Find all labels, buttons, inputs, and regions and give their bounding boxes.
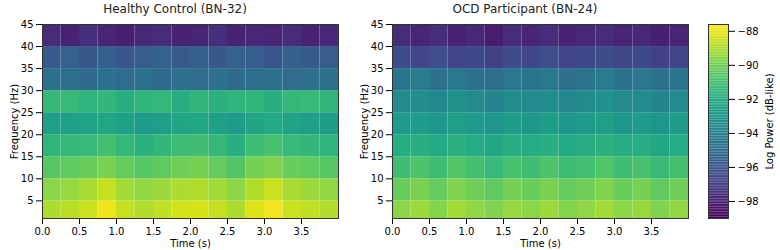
svg-text:20: 20 <box>21 129 34 140</box>
svg-text:5: 5 <box>377 195 383 206</box>
svg-text:3.5: 3.5 <box>294 226 310 237</box>
svg-text:2.0: 2.0 <box>533 226 549 237</box>
svg-text:0.5: 0.5 <box>422 226 438 237</box>
svg-text:10: 10 <box>21 173 34 184</box>
svg-text:45: 45 <box>21 19 34 30</box>
svg-text:3.0: 3.0 <box>257 226 273 237</box>
svg-text:−96: −96 <box>738 162 759 173</box>
svg-text:1.0: 1.0 <box>109 226 125 237</box>
svg-text:0.5: 0.5 <box>72 226 88 237</box>
svg-text:1.5: 1.5 <box>496 226 512 237</box>
svg-text:10: 10 <box>371 173 384 184</box>
svg-text:20: 20 <box>371 129 384 140</box>
svg-text:25: 25 <box>371 107 384 118</box>
svg-text:30: 30 <box>371 85 384 96</box>
svg-text:Time (s): Time (s) <box>519 238 561 249</box>
svg-text:−88: −88 <box>738 26 759 37</box>
svg-text:3.0: 3.0 <box>607 226 623 237</box>
svg-text:2.5: 2.5 <box>570 226 586 237</box>
svg-text:Frequency (Hz): Frequency (Hz) <box>9 84 20 160</box>
svg-text:1.5: 1.5 <box>146 226 162 237</box>
svg-text:Log Power (dB-like): Log Power (dB-like) <box>764 73 775 169</box>
svg-text:2.5: 2.5 <box>220 226 236 237</box>
svg-text:35: 35 <box>371 63 384 74</box>
svg-text:40: 40 <box>371 41 384 52</box>
svg-text:35: 35 <box>21 63 34 74</box>
svg-text:30: 30 <box>21 85 34 96</box>
svg-text:0.0: 0.0 <box>385 226 401 237</box>
svg-text:2.0: 2.0 <box>183 226 199 237</box>
html-text:Healthy Control (BN-32): Healthy Control (BN-32) <box>103 2 247 16</box>
html-text:OCD Participant (BN-24): OCD Participant (BN-24) <box>452 2 598 16</box>
svg-text:45: 45 <box>371 19 384 30</box>
svg-text:−98: −98 <box>738 196 759 207</box>
svg-text:0.0: 0.0 <box>35 226 51 237</box>
svg-text:3.5: 3.5 <box>644 226 660 237</box>
svg-text:Frequency (Hz): Frequency (Hz) <box>359 84 370 160</box>
svg-text:15: 15 <box>21 151 34 162</box>
svg-text:1.0: 1.0 <box>459 226 475 237</box>
svg-text:Time (s): Time (s) <box>169 238 211 249</box>
svg-text:25: 25 <box>21 107 34 118</box>
svg-text:−92: −92 <box>738 94 759 105</box>
svg-text:40: 40 <box>21 41 34 52</box>
svg-text:−90: −90 <box>738 60 759 71</box>
svg-text:−94: −94 <box>738 128 759 139</box>
svg-text:5: 5 <box>27 195 33 206</box>
svg-text:15: 15 <box>371 151 384 162</box>
